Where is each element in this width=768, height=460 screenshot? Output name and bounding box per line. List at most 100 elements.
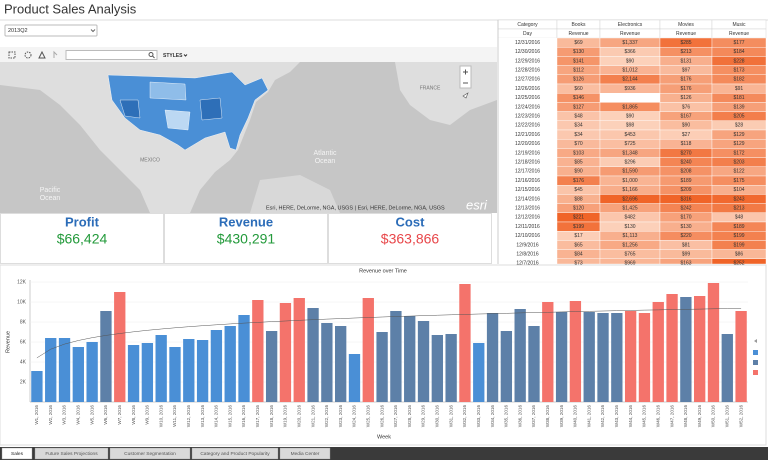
bar[interactable]	[45, 338, 57, 402]
tab-label[interactable]: Customer Segmentation	[124, 451, 176, 457]
bar[interactable]	[100, 311, 112, 402]
bar[interactable]	[183, 339, 195, 402]
bar[interactable]	[486, 313, 499, 402]
bar[interactable]	[528, 326, 540, 402]
x-tick-label: W21, 2016	[310, 405, 315, 428]
bar[interactable]	[376, 332, 388, 402]
bar[interactable]	[335, 326, 347, 402]
us-states[interactable]	[107, 71, 269, 151]
circle-tool[interactable]	[24, 51, 32, 59]
bar[interactable]	[307, 308, 319, 402]
x-tick-label: W29, 2016	[421, 405, 426, 428]
search-box[interactable]	[65, 50, 158, 60]
us-state[interactable]	[119, 99, 141, 119]
legend-swatch[interactable]	[753, 350, 758, 355]
cell-text: $170	[680, 215, 691, 221]
bar[interactable]	[707, 283, 720, 402]
bar[interactable]	[500, 331, 513, 402]
bar[interactable]	[86, 342, 98, 402]
tab-label[interactable]: Sales	[11, 451, 24, 457]
bar[interactable]	[196, 340, 209, 402]
bar[interactable]	[114, 292, 126, 402]
cell-text: $167	[680, 114, 691, 120]
cell-text: $482	[624, 215, 635, 221]
bar[interactable]	[58, 338, 71, 402]
tab[interactable]	[34, 447, 109, 460]
y-tick-label: 4K	[20, 359, 27, 365]
tab-label[interactable]: Future Sales Projections	[45, 451, 98, 457]
bar[interactable]	[514, 309, 526, 402]
bar[interactable]	[210, 330, 223, 402]
cell-text: $209	[680, 187, 691, 193]
bar[interactable]	[569, 301, 582, 402]
tab[interactable]	[191, 447, 279, 460]
bar[interactable]	[735, 311, 747, 402]
bar[interactable]	[542, 302, 554, 402]
styles-button[interactable]: STYLES	[163, 53, 183, 59]
bar[interactable]	[238, 315, 250, 402]
bar[interactable]	[141, 343, 154, 402]
select-tool[interactable]	[8, 51, 16, 59]
tab-label[interactable]: Category and Product Popularity	[200, 451, 270, 457]
tab[interactable]	[1, 447, 33, 460]
bar[interactable]	[652, 302, 664, 402]
cell-text: $252	[733, 261, 744, 267]
bar[interactable]	[279, 303, 292, 402]
bar[interactable]	[445, 334, 457, 402]
bar[interactable]	[348, 354, 361, 402]
dropdown-value[interactable]: 2013Q2	[8, 28, 28, 34]
tab[interactable]	[279, 447, 331, 460]
bar[interactable]	[127, 345, 140, 402]
us-state[interactable]	[199, 97, 223, 121]
dropdown-arrow[interactable]	[90, 29, 96, 33]
pointer-tool[interactable]	[53, 50, 58, 58]
tab[interactable]	[109, 447, 191, 460]
bar[interactable]	[597, 313, 609, 402]
bar[interactable]	[155, 335, 167, 402]
search-icon[interactable]	[148, 52, 154, 57]
bar[interactable]	[31, 371, 43, 402]
cell-text: $213	[680, 49, 691, 55]
bar[interactable]	[555, 312, 568, 402]
us-state[interactable]	[149, 81, 187, 101]
bar[interactable]	[252, 300, 264, 402]
bar[interactable]	[390, 311, 402, 402]
bar[interactable]	[624, 311, 637, 402]
cell-text: $45	[574, 187, 583, 193]
bar[interactable]	[680, 297, 692, 402]
x-tick-label: W51, 2016	[725, 405, 730, 428]
bar[interactable]	[694, 296, 706, 402]
bar[interactable]	[293, 298, 305, 402]
us-state[interactable]	[164, 109, 191, 131]
locate-button[interactable]	[462, 92, 469, 99]
legend-toggle[interactable]	[754, 339, 757, 343]
bar[interactable]	[72, 347, 84, 402]
bar[interactable]	[721, 334, 733, 402]
filter-dropdown[interactable]: 2013Q2	[4, 24, 98, 37]
bar[interactable]	[459, 284, 471, 402]
bar[interactable]	[431, 335, 443, 402]
bar[interactable]	[362, 298, 374, 402]
zoom-control[interactable]	[459, 65, 472, 89]
lasso-tool[interactable]	[38, 50, 46, 59]
bar[interactable]	[224, 326, 236, 402]
bar[interactable]	[638, 313, 651, 402]
x-tick-label: W5, 2016	[89, 405, 94, 425]
bar[interactable]	[404, 316, 416, 402]
header-text: Revenue	[620, 31, 640, 37]
bar[interactable]	[169, 347, 181, 402]
x-tick-label: W18, 2016	[269, 405, 274, 428]
tab-label[interactable]: Media Center	[291, 451, 320, 457]
bar[interactable]	[321, 323, 333, 402]
dropdown-box[interactable]	[4, 24, 98, 37]
bar[interactable]	[611, 313, 623, 402]
bar[interactable]	[417, 321, 430, 402]
bar[interactable]	[666, 294, 678, 402]
bar[interactable]	[473, 343, 485, 402]
bar[interactable]	[265, 331, 278, 402]
legend-swatch[interactable]	[753, 360, 758, 365]
kpi-label: Cost	[396, 214, 426, 229]
legend-swatch[interactable]	[753, 370, 758, 375]
zoom-icons[interactable]	[463, 69, 468, 84]
bar[interactable]	[583, 312, 595, 402]
